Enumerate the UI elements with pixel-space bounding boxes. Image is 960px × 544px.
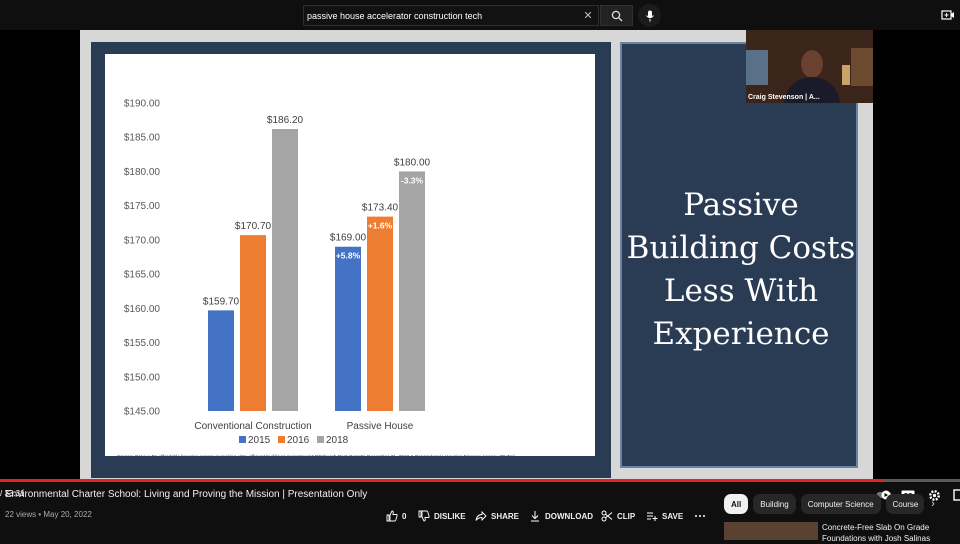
- voice-search-button[interactable]: [638, 4, 661, 27]
- save-label: SAVE: [662, 511, 684, 521]
- chip-course[interactable]: Course: [885, 494, 924, 514]
- search-box[interactable]: ✕: [303, 5, 599, 26]
- source-note: Source: "How a PA affordable housing age…: [117, 454, 515, 456]
- legend-label: 2015: [248, 435, 271, 446]
- fullscreen-icon: [953, 489, 960, 501]
- change-label: +5.8%: [336, 251, 361, 261]
- legend-swatch: [317, 436, 324, 443]
- chip-all[interactable]: All: [724, 494, 749, 514]
- top-bar: ✕: [0, 0, 960, 30]
- chart-bar: [335, 246, 361, 411]
- share-button[interactable]: SHARE: [475, 508, 519, 524]
- settings-button[interactable]: [926, 488, 942, 502]
- slide-headline: Passive Building Costs Less With Experie…: [622, 184, 860, 356]
- save-button[interactable]: SAVE: [646, 508, 683, 524]
- legend-swatch: [239, 436, 246, 443]
- webcam-overlay: Craig Stevenson | A...: [746, 30, 873, 103]
- bar-chart: $145.00 $150.00 $155.00 $160.00 $165.00 $170.…: [117, 99, 515, 457]
- playlist-add-icon: [647, 512, 658, 521]
- more-icon: [695, 515, 705, 517]
- microphone-icon: [645, 10, 654, 21]
- y-tick-label: $165.00: [124, 270, 161, 281]
- data-label: $159.70: [203, 296, 240, 307]
- speaker-video: [746, 30, 873, 103]
- change-label: +1.6%: [368, 221, 393, 231]
- dislike-label: DISLIKE: [434, 511, 466, 521]
- video-meta: 22 views • May 20, 2022: [5, 510, 92, 519]
- share-icon: [475, 510, 487, 522]
- search-button[interactable]: [600, 5, 633, 26]
- chart-bar: [367, 216, 393, 411]
- scissors-icon: [601, 510, 613, 522]
- clip-label: CLIP: [617, 511, 636, 521]
- video-title: Environmental Charter School: Living and…: [5, 489, 368, 500]
- like-count: 0: [402, 511, 407, 521]
- change-label: -3.3%: [401, 175, 424, 185]
- x-tick-label: Conventional Construction: [194, 421, 311, 432]
- chart-panel: $145.00 $150.00 $155.00 $160.00 $165.00 $170.…: [105, 54, 595, 456]
- data-label: $186.20: [267, 115, 304, 126]
- search-input[interactable]: [304, 10, 578, 21]
- speaker-name: Craig Stevenson | A...: [748, 94, 820, 101]
- y-tick-label: $180.00: [124, 167, 161, 178]
- y-tick-label: $155.00: [124, 338, 161, 349]
- slide-headline-panel: Passive Building Costs Less With Experie…: [620, 42, 858, 468]
- data-label: $170.70: [235, 221, 272, 232]
- x-tick-label: Passive House: [347, 421, 414, 432]
- recommended-video-thumbnail[interactable]: [724, 522, 818, 540]
- data-label: $173.40: [362, 203, 399, 214]
- dislike-button[interactable]: DISLIKE: [418, 508, 466, 524]
- create-button[interactable]: [941, 8, 955, 22]
- close-icon[interactable]: ✕: [583, 10, 593, 22]
- y-tick-label: $145.00: [124, 407, 161, 418]
- y-tick-label: $170.00: [124, 235, 161, 246]
- video-player[interactable]: $145.00 $150.00 $155.00 $160.00 $165.00 $170.…: [0, 30, 960, 501]
- y-tick-label: $150.00: [124, 372, 161, 383]
- thumbs-up-icon: [386, 510, 398, 522]
- chart-bar: [208, 310, 234, 411]
- download-label: DOWNLOAD: [545, 511, 593, 521]
- time-display: / 33:31: [0, 489, 25, 498]
- headline-line: Passive: [683, 187, 799, 223]
- chart-bar: [240, 235, 266, 411]
- y-tick-label: $190.00: [124, 99, 161, 110]
- download-icon: [531, 511, 539, 522]
- filter-chips: All Building Computer Science Course: [724, 494, 924, 514]
- legend-swatch: [278, 436, 285, 443]
- thumbs-down-icon: [418, 510, 430, 522]
- presentation-slide: $145.00 $150.00 $155.00 $160.00 $165.00 $170.…: [80, 30, 873, 480]
- share-label: SHARE: [491, 511, 520, 521]
- headline-line: Experience: [652, 316, 830, 352]
- legend-label: 2018: [326, 435, 349, 446]
- headline-line: Less With: [663, 273, 819, 309]
- like-button[interactable]: 0: [386, 508, 406, 524]
- recommended-video-title[interactable]: Concrete-Free Slab On Grade Foundations …: [822, 523, 931, 543]
- clip-button[interactable]: CLIP: [601, 508, 635, 524]
- chip-building[interactable]: Building: [753, 494, 796, 514]
- chip-computer-science[interactable]: Computer Science: [800, 494, 881, 514]
- chevron-right-icon[interactable]: ›: [931, 498, 935, 510]
- chart-bar: [399, 171, 425, 411]
- data-label: $180.00: [394, 157, 431, 168]
- create-video-icon: [941, 10, 954, 20]
- y-tick-label: $175.00: [124, 201, 161, 212]
- y-tick-label: $160.00: [124, 304, 161, 315]
- chart-bar: [272, 129, 298, 411]
- headline-line: Building Costs: [626, 230, 856, 266]
- gear-icon: [928, 489, 940, 501]
- download-button[interactable]: DOWNLOAD: [529, 508, 593, 524]
- y-tick-label: $185.00: [124, 133, 161, 144]
- data-label: $169.00: [330, 233, 367, 244]
- progress-bar-fill: [0, 479, 884, 482]
- fullscreen-button[interactable]: [950, 488, 960, 502]
- legend-label: 2016: [287, 435, 310, 446]
- search-icon: [611, 10, 622, 21]
- more-actions-button[interactable]: [694, 508, 706, 524]
